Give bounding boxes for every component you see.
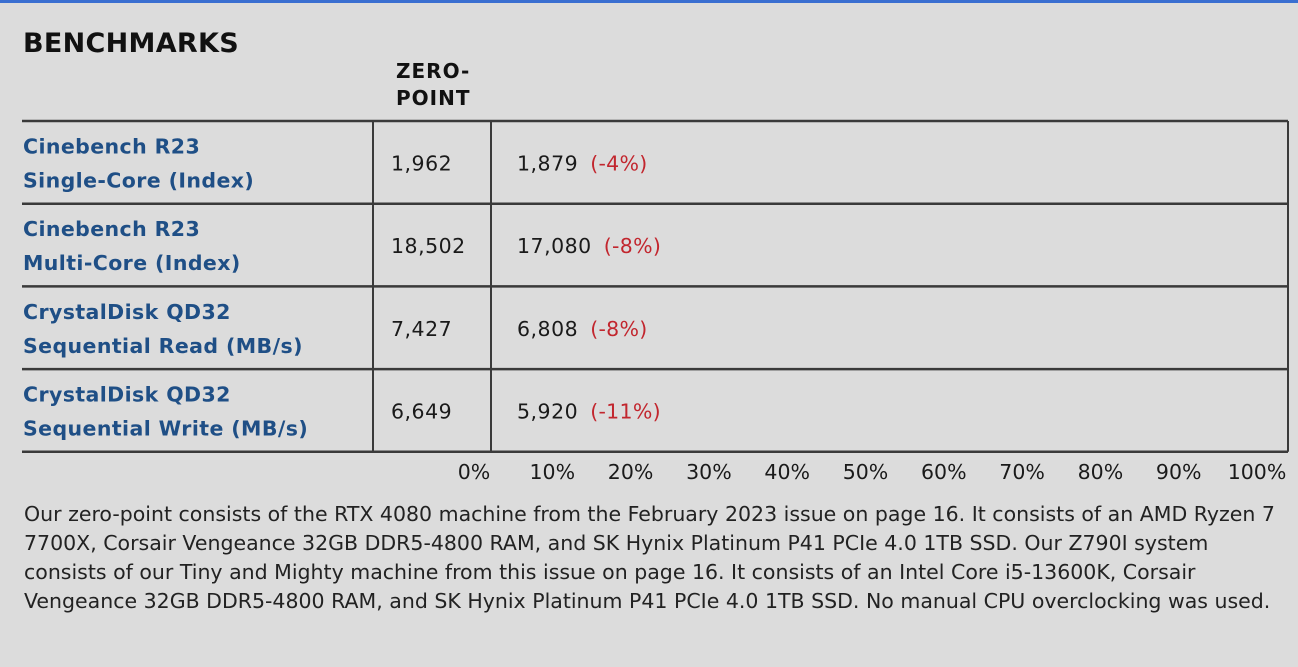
delta-percent: (-4%): [590, 151, 647, 175]
row-label-line-1: CrystalDisk QD32: [23, 300, 231, 324]
zero-point-value: 7,427: [391, 317, 452, 341]
x-tick-label: 60%: [921, 460, 967, 484]
x-tick-label: 10%: [530, 460, 576, 484]
row-label-line-2: Multi-Core (Index): [23, 251, 241, 275]
comparison-value: 17,080: [517, 234, 592, 258]
x-tick-label: 70%: [999, 460, 1045, 484]
row-label-line-1: Cinebench R23: [23, 134, 200, 158]
delta-percent: (-8%): [604, 234, 661, 258]
comparison-value: 1,879: [517, 151, 578, 175]
row-label-line-2: Single-Core (Index): [23, 168, 254, 192]
x-tick-label: 40%: [764, 460, 810, 484]
zero-point-value: 6,649: [391, 399, 452, 423]
zero-point-header: ZERO- POINT: [396, 58, 470, 112]
x-tick-label: 90%: [1156, 460, 1202, 484]
x-tick-label: 100%: [1228, 460, 1287, 484]
benchmark-table: Cinebench R23 Single-Core (Index) 1,962 1,8…: [22, 119, 1289, 484]
x-tick-label: 50%: [843, 460, 889, 484]
delta-percent: (-11%): [590, 399, 661, 423]
chart-title: BENCHMARKS: [23, 28, 239, 59]
top-accent-line: [0, 0, 1298, 3]
row-label-line-2: Sequential Read (MB/s): [23, 334, 303, 358]
delta-percent: (-8%): [590, 317, 647, 341]
comparison-value: 6,808: [517, 317, 578, 341]
row-label-line-1: Cinebench R23: [23, 217, 200, 241]
zero-point-value: 1,962: [391, 151, 452, 175]
x-tick-label: 80%: [1078, 460, 1124, 484]
footnote-text: Our zero-point consists of the RTX 4080 …: [24, 502, 1275, 613]
x-tick-label: 30%: [686, 460, 732, 484]
x-tick-label: 0%: [458, 460, 491, 484]
zero-point-header-line-2: POINT: [396, 86, 471, 110]
comparison-value: 5,920: [517, 399, 578, 423]
row-label-line-2: Sequential Write (MB/s): [23, 416, 308, 440]
row-label-line-1: CrystalDisk QD32: [23, 382, 231, 406]
x-tick-label: 20%: [608, 460, 654, 484]
zero-point-value: 18,502: [391, 234, 466, 258]
zero-point-header-line-1: ZERO-: [396, 59, 471, 83]
